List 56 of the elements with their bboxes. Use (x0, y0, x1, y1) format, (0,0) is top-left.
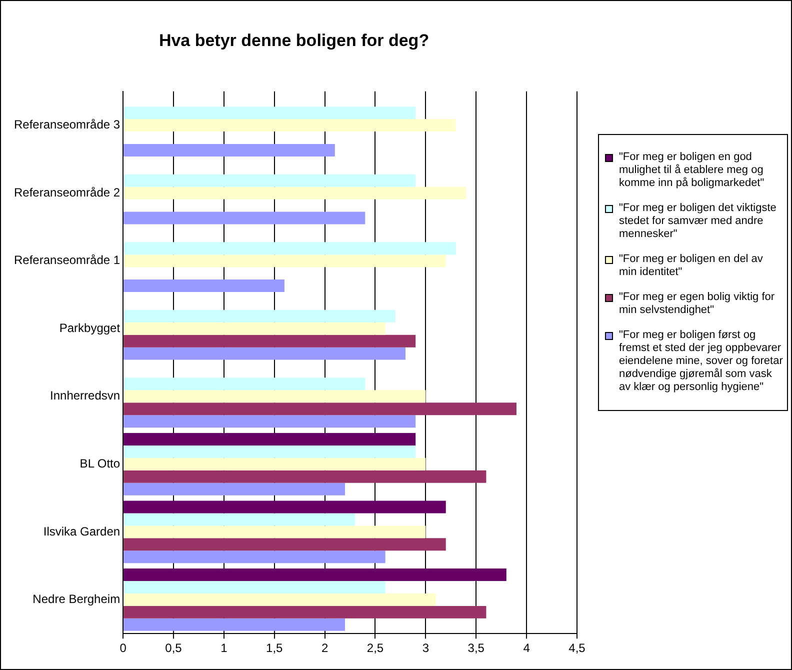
y-tick-label: Referanseområde 3 (14, 118, 120, 132)
bar (124, 445, 416, 458)
bar (124, 402, 516, 416)
x-tick-label: 4 (523, 641, 530, 656)
bar (124, 568, 506, 582)
x-tick-label: 1 (220, 641, 228, 656)
x-tick-label: 2 (321, 641, 328, 656)
bar (124, 280, 284, 292)
bar (124, 415, 416, 428)
legend-label: "For meg er boligen en god mulighet til å etablere meg og komme inn på boligmarkedet" (619, 151, 766, 190)
bar (124, 390, 426, 403)
legend-label: "For meg er egen bolig viktig for min selvstendighet" (619, 291, 776, 317)
bar (124, 581, 386, 594)
bar (124, 212, 366, 224)
y-tick-label: Referanseområde 1 (14, 253, 120, 268)
bar (124, 347, 406, 360)
y-tick-label: Nedre Bergheim (32, 592, 120, 606)
legend-label: "For meg er boligen det viktigste stedet for samvær med andre mennesker" (619, 202, 778, 241)
bar (124, 500, 446, 514)
chart-title: Hva betyr denne boligen for deg? (158, 30, 430, 50)
x-tick-label: 1,5 (266, 641, 284, 656)
bar (124, 458, 426, 470)
legend-label: "For meg er boligen først og fremst et sted der jeg oppbevarer eiendelene mine, sover og foretar nødvendige gjøremål som vask av klær og personlig hygiene" (619, 329, 783, 394)
bar (124, 144, 335, 156)
bar (124, 242, 456, 255)
y-tick-label: Parkbygget (59, 320, 121, 335)
bar (124, 322, 386, 335)
bar (124, 106, 416, 120)
y-tick-label: Ilsvika Garden (43, 524, 120, 538)
x-tick-label: 3,5 (468, 641, 485, 656)
y-tick-label: Referanseområde 2 (14, 185, 120, 200)
bar (124, 432, 416, 446)
bar (124, 174, 416, 187)
bar (124, 119, 456, 132)
x-tick-label: 4,5 (568, 641, 586, 656)
bar (124, 606, 486, 618)
bar (124, 254, 446, 268)
x-tick-label: 3 (422, 641, 430, 656)
bar (124, 526, 426, 538)
x-tick-label: 2,5 (366, 641, 384, 656)
bar (124, 470, 486, 483)
legend-label: "For meg er boligen en del av min identitet" (619, 253, 764, 279)
x-tick-label: 0 (120, 641, 127, 656)
bar (124, 618, 345, 631)
bar (124, 334, 416, 348)
bar (124, 378, 366, 390)
y-tick-label: Innherredsvn (50, 388, 120, 403)
bar (124, 310, 396, 322)
bar (124, 550, 386, 564)
bar (124, 186, 466, 200)
x-tick-label: 0,5 (165, 641, 182, 656)
bar (124, 513, 356, 526)
y-tick-label: BL Otto (80, 456, 120, 470)
bar (124, 538, 446, 551)
bar (124, 593, 436, 606)
bar (124, 482, 345, 496)
